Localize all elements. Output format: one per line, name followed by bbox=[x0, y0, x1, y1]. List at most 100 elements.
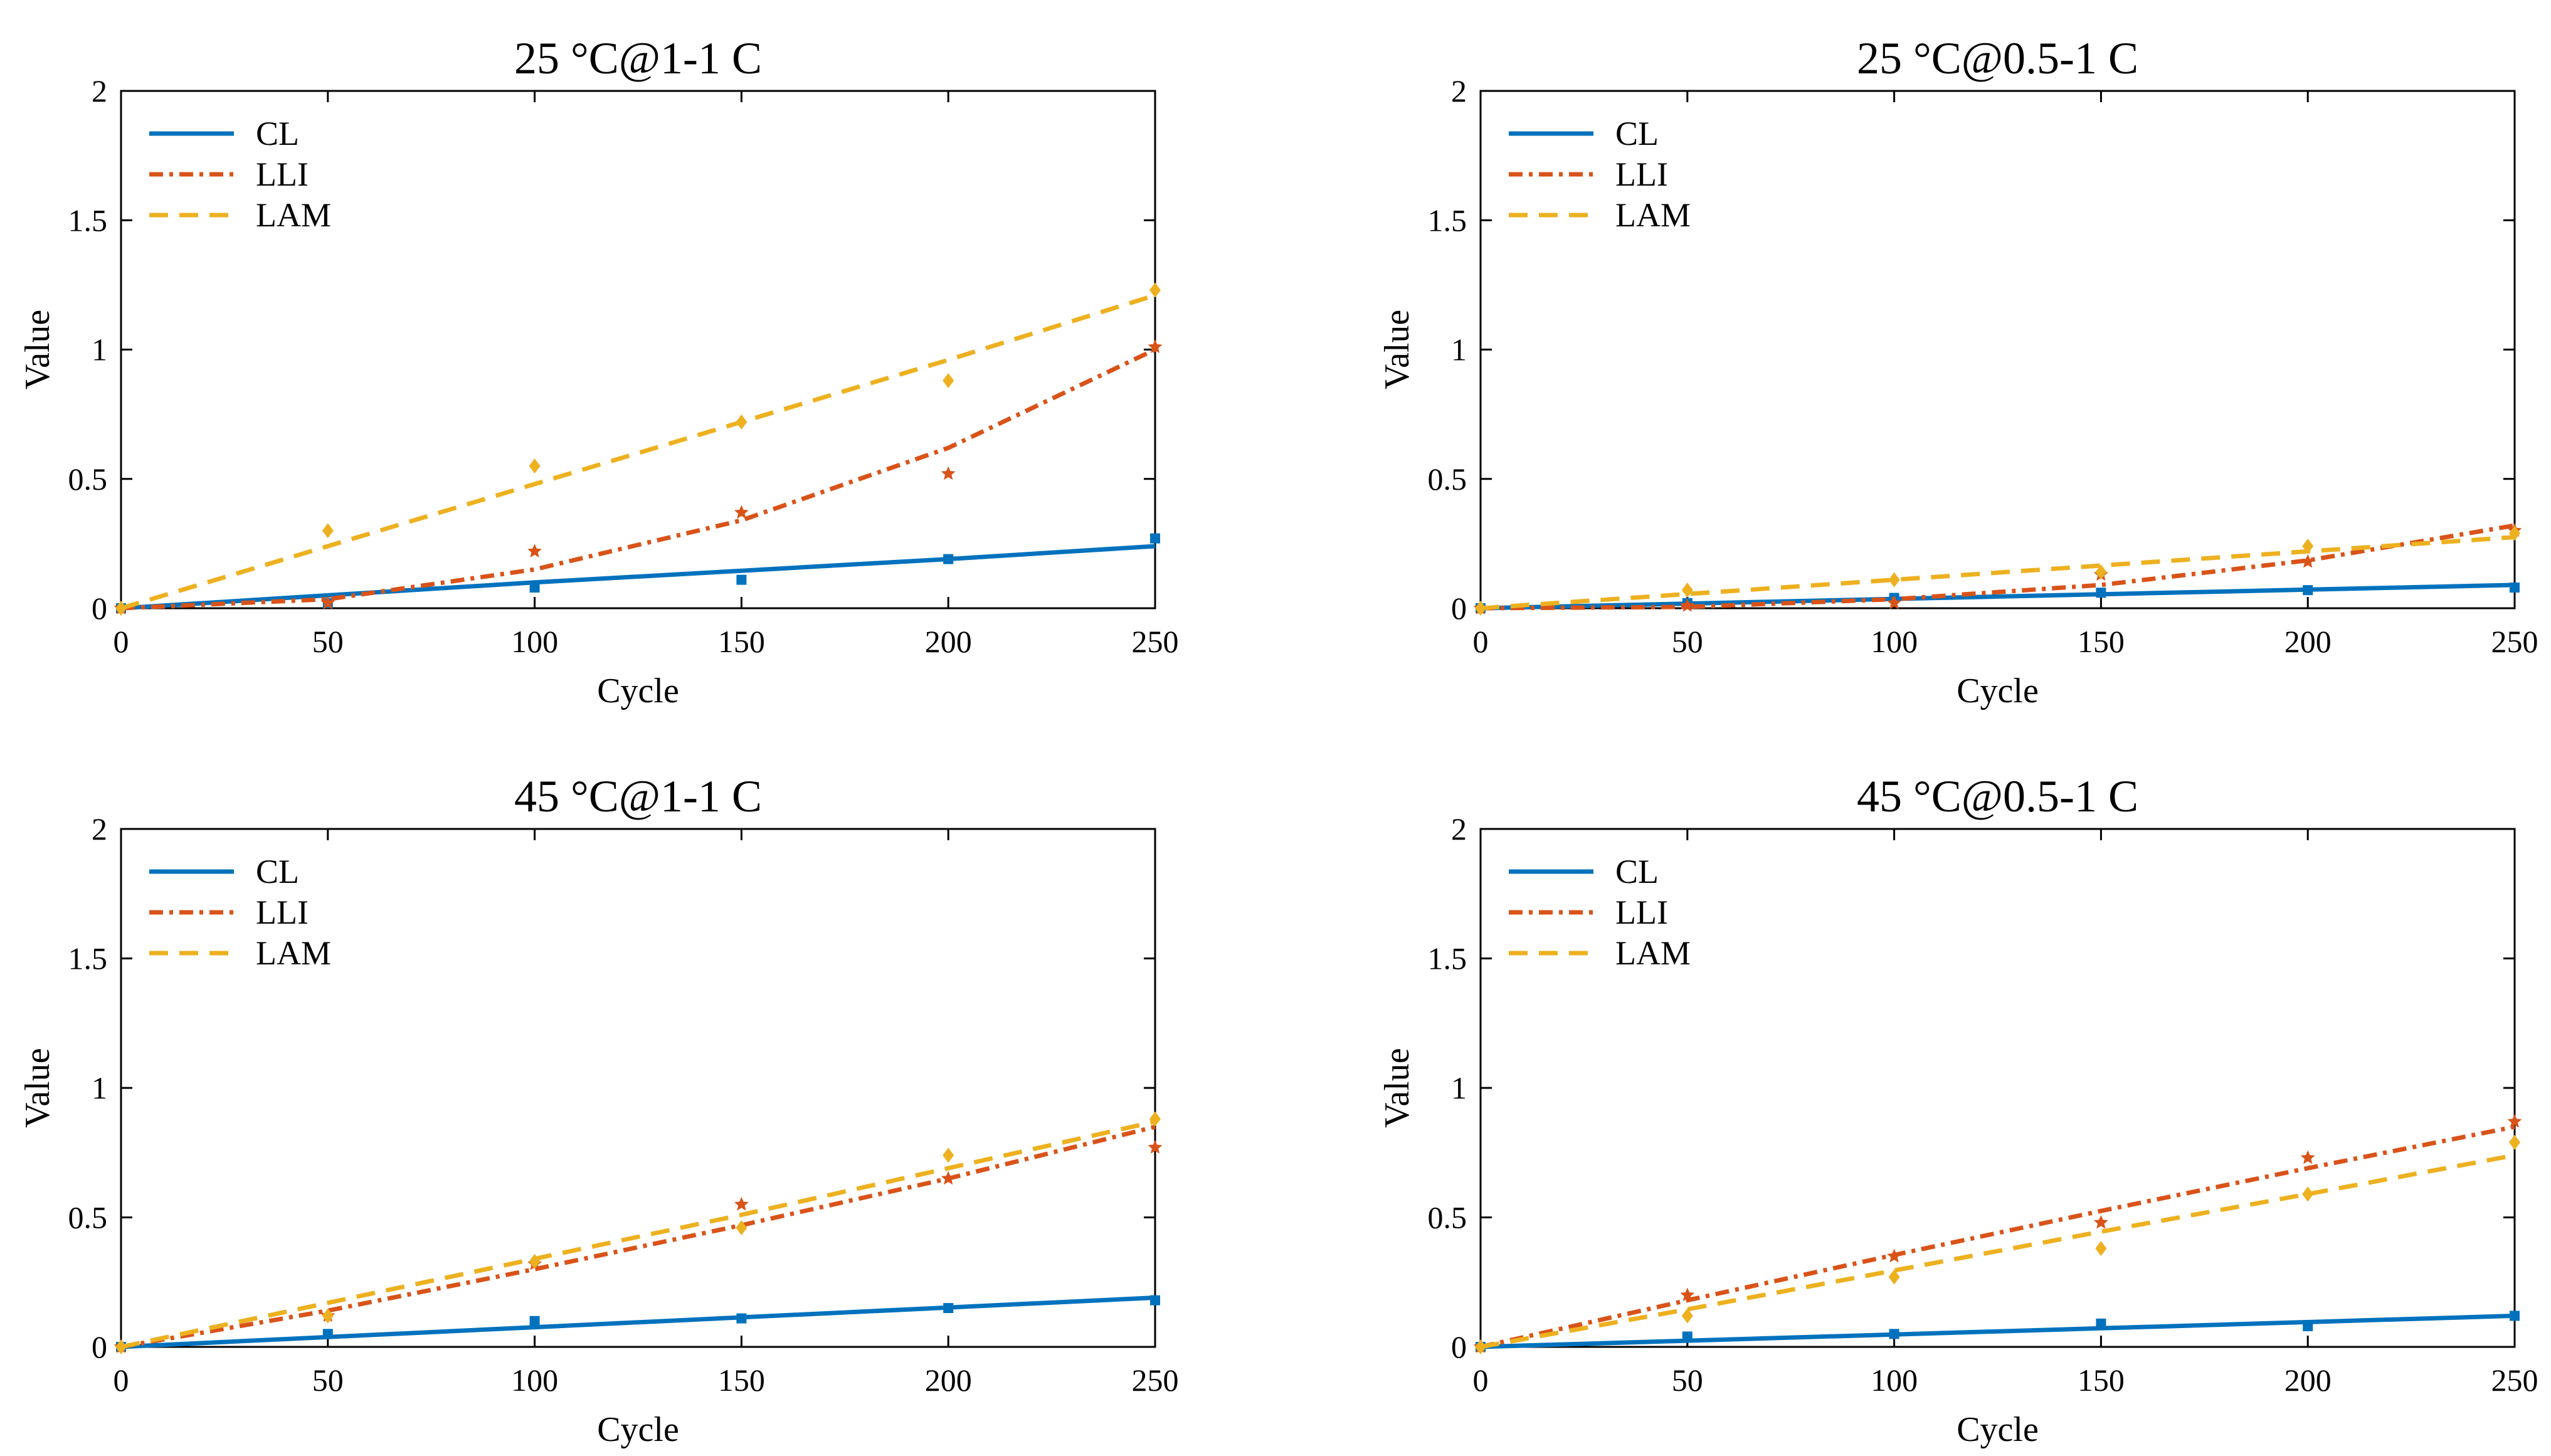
y-tick-label: 0 bbox=[92, 591, 107, 626]
data-point-lli bbox=[1887, 1248, 1901, 1263]
legend-label-lli: LLI bbox=[256, 894, 309, 931]
y-axis-label: Value bbox=[1378, 1048, 1417, 1128]
subplot-45c-0.5-1c: 45 °C@0.5-1 C Cycle Value 0 50 100 150 200 25… bbox=[1378, 771, 2538, 1449]
x-tick-label: 200 bbox=[925, 1363, 972, 1398]
y-axis-label: Value bbox=[18, 1048, 57, 1128]
data-point-cl bbox=[2096, 588, 2106, 598]
legend-label-lli: LLI bbox=[1615, 156, 1668, 193]
series-line-lam bbox=[1480, 1153, 2515, 1349]
data-point-lam bbox=[322, 1308, 334, 1324]
x-tick-label: 50 bbox=[1672, 624, 1703, 659]
data-point-cl bbox=[1150, 533, 1160, 544]
data-point-lli bbox=[1148, 1140, 1163, 1154]
data-point-lam bbox=[736, 414, 747, 430]
x-tick-label: 0 bbox=[1473, 624, 1489, 659]
data-point-lam bbox=[736, 1220, 747, 1236]
data-point-lam bbox=[529, 458, 541, 474]
legend-label-lam: LAM bbox=[256, 196, 331, 234]
data-point-lli bbox=[2094, 1215, 2108, 1229]
y-tick-label: 0.5 bbox=[1428, 462, 1467, 497]
data-point-lam bbox=[1475, 1339, 1486, 1354]
y-tick-label: 0.5 bbox=[68, 462, 108, 497]
x-axis-label: Cycle bbox=[1957, 1410, 2039, 1449]
data-point-lam bbox=[2302, 1186, 2314, 1202]
legend-label-cl: CL bbox=[1615, 115, 1659, 152]
data-point-lam bbox=[1888, 1269, 1900, 1285]
y-tick-label: 1.5 bbox=[68, 941, 108, 976]
data-point-cl bbox=[322, 1329, 333, 1339]
legend-label-lam: LAM bbox=[256, 934, 331, 972]
subplot-25c-0.5-1c: 25 °C@0.5-1 C Cycle Value 0 50 100 150 200 25… bbox=[1378, 33, 2538, 710]
data-point-cl bbox=[943, 554, 954, 564]
x-tick-label: 150 bbox=[718, 1363, 765, 1398]
x-tick-label: 250 bbox=[1132, 1363, 1179, 1398]
x-tick-label: 50 bbox=[312, 1363, 344, 1398]
data-point-cl bbox=[2303, 1321, 2313, 1331]
data-point-lli bbox=[1148, 339, 1163, 354]
y-tick-label: 0 bbox=[1451, 1329, 1467, 1364]
series-line-cl bbox=[1480, 1313, 2515, 1349]
x-tick-label: 0 bbox=[1473, 1363, 1489, 1398]
data-point-lam bbox=[115, 601, 127, 616]
x-tick-label: 50 bbox=[1672, 1363, 1703, 1398]
x-tick-label: 150 bbox=[2078, 1363, 2125, 1398]
x-tick-label: 200 bbox=[2284, 1363, 2332, 1398]
data-point-lam bbox=[1149, 282, 1161, 298]
data-point-cl bbox=[2303, 585, 2313, 596]
x-tick-label: 200 bbox=[925, 624, 972, 659]
x-tick-label: 250 bbox=[2491, 624, 2538, 659]
x-tick-label: 100 bbox=[1871, 624, 1918, 659]
data-point-lam bbox=[1681, 1308, 1693, 1324]
data-point-cl bbox=[1150, 1295, 1160, 1306]
data-point-lli bbox=[941, 466, 956, 480]
data-point-cl bbox=[736, 574, 747, 585]
x-tick-label: 0 bbox=[114, 1363, 129, 1398]
x-tick-label: 250 bbox=[2491, 1363, 2538, 1398]
series-line-lli bbox=[120, 1124, 1156, 1349]
data-point-lli bbox=[941, 1171, 956, 1185]
data-point-lli bbox=[527, 544, 542, 557]
data-point-cl bbox=[736, 1313, 747, 1324]
chart-title: 25 °C@0.5-1 C bbox=[1857, 33, 2138, 83]
series-line-cl bbox=[1480, 583, 2515, 611]
y-tick-label: 2 bbox=[1451, 73, 1467, 108]
data-point-lam bbox=[1681, 583, 1693, 598]
x-tick-label: 50 bbox=[312, 624, 344, 659]
series-line-lli bbox=[1480, 523, 2515, 611]
data-point-lli bbox=[734, 1196, 749, 1211]
x-tick-label: 150 bbox=[718, 624, 765, 659]
x-axis-label: Cycle bbox=[1957, 672, 2039, 710]
data-point-lam bbox=[943, 373, 954, 388]
data-point-cl bbox=[2510, 1311, 2520, 1321]
data-point-lli bbox=[1680, 598, 1695, 612]
y-tick-label: 0 bbox=[92, 1329, 107, 1364]
legend-label-cl: CL bbox=[256, 853, 299, 890]
y-tick-label: 1 bbox=[1451, 332, 1467, 367]
data-point-lli bbox=[734, 505, 749, 519]
y-tick-label: 2 bbox=[1451, 811, 1467, 847]
data-point-lam bbox=[2509, 525, 2520, 541]
y-tick-label: 2 bbox=[92, 73, 107, 108]
data-point-lli bbox=[2300, 1150, 2315, 1164]
legend-label-lli: LLI bbox=[1615, 894, 1668, 931]
data-point-lli bbox=[2300, 554, 2315, 568]
y-tick-label: 2 bbox=[92, 811, 107, 847]
chart-title: 45 °C@1-1 C bbox=[514, 771, 762, 821]
y-tick-label: 1.5 bbox=[1428, 941, 1467, 976]
legend-label-lam: LAM bbox=[1615, 934, 1691, 972]
data-point-cl bbox=[943, 1303, 954, 1314]
x-tick-label: 0 bbox=[114, 624, 129, 659]
data-point-lli bbox=[320, 595, 335, 609]
data-point-lli bbox=[1887, 595, 1901, 609]
data-point-lam bbox=[2509, 1134, 2520, 1150]
series-line-lam bbox=[1480, 535, 2515, 611]
data-point-lli bbox=[1680, 1287, 1695, 1302]
chart-title: 45 °C@0.5-1 C bbox=[1857, 771, 2138, 821]
legend-label-lli: LLI bbox=[256, 156, 309, 193]
data-point-lam bbox=[1475, 601, 1486, 616]
data-point-lam bbox=[2095, 564, 2107, 580]
data-point-cl bbox=[2510, 583, 2520, 593]
x-tick-label: 100 bbox=[511, 1363, 558, 1398]
x-tick-label: 100 bbox=[511, 624, 558, 659]
